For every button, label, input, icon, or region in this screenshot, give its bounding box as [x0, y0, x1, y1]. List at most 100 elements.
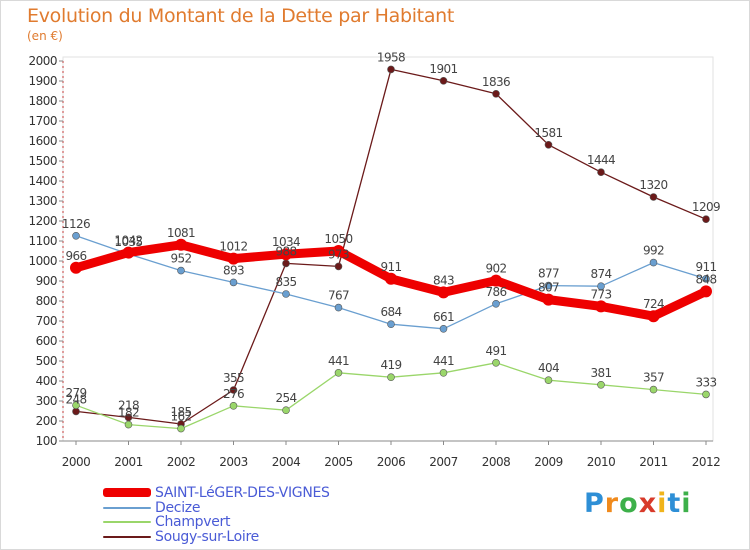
data-point: [387, 373, 395, 382]
x-tick-label: 2004: [272, 455, 301, 469]
logo-letter: P: [584, 488, 605, 519]
data-label: 1126: [62, 217, 90, 231]
y-tick-label: 1500: [28, 154, 57, 168]
y-tick-label: 1400: [28, 174, 57, 188]
data-label: 1081: [167, 226, 195, 240]
data-point: [229, 401, 238, 410]
y-tick-label: 200: [36, 414, 57, 428]
data-label: 807: [538, 281, 559, 295]
legend-label: Decize: [155, 499, 201, 516]
data-label: 404: [538, 361, 559, 375]
legend-swatch: [103, 535, 151, 538]
data-label: 333: [695, 375, 716, 389]
data-label: 966: [65, 249, 86, 263]
data-label: 1320: [639, 178, 667, 192]
data-point: [334, 262, 343, 271]
y-tick-label: 1300: [28, 194, 57, 208]
data-label: 952: [170, 252, 191, 266]
y-tick-label: 300: [36, 394, 57, 408]
data-label: 992: [643, 244, 664, 258]
data-point: [334, 303, 343, 312]
y-tick-label: 800: [36, 294, 57, 308]
data-point: [72, 232, 80, 240]
data-label: 1050: [324, 232, 352, 246]
data-point: [597, 168, 605, 176]
data-point: [122, 246, 135, 259]
data-label: 911: [695, 260, 716, 274]
data-point: [544, 281, 553, 290]
data-label: 279: [65, 386, 86, 400]
data-label: 357: [643, 371, 664, 385]
data-label: 988: [275, 244, 296, 258]
x-tick-label: 2007: [429, 455, 458, 469]
data-label: 182: [118, 406, 139, 420]
y-tick-label: 100: [36, 434, 57, 448]
data-point: [544, 141, 553, 149]
data-point: [175, 238, 187, 251]
x-tick-label: 2005: [324, 455, 353, 469]
data-point: [649, 385, 658, 394]
x-tick-label: 2001: [114, 455, 143, 469]
data-point: [492, 90, 500, 98]
logo-letter: t: [667, 488, 682, 519]
data-label: 1042: [114, 234, 142, 248]
y-tick-label: 1700: [28, 114, 57, 128]
data-label: 661: [433, 310, 454, 324]
logo-letter: r: [604, 488, 620, 519]
data-point: [282, 259, 290, 268]
y-tick-label: 1600: [28, 134, 57, 148]
legend-label: SAINT-LéGER-DES-VIGNES: [155, 485, 330, 501]
data-label: 254: [275, 391, 296, 405]
y-tick-label: 1200: [28, 214, 57, 228]
data-label: 893: [223, 263, 244, 277]
y-tick-label: 500: [36, 354, 57, 368]
data-point: [542, 293, 555, 306]
data-point: [492, 358, 500, 367]
legend-swatch: [103, 521, 151, 523]
data-label: 786: [485, 285, 506, 299]
y-tick-label: 600: [36, 334, 57, 348]
x-tick-label: 2008: [482, 455, 511, 469]
x-tick-label: 2003: [219, 455, 248, 469]
x-tick-label: 2011: [639, 455, 668, 469]
logo-letter: o: [619, 488, 639, 519]
data-label: 1958: [377, 50, 405, 64]
data-label: 1209: [692, 200, 720, 214]
data-label: 441: [433, 354, 454, 368]
legend-swatch: [103, 506, 151, 509]
data-point: [387, 320, 395, 329]
data-label: 355: [223, 371, 244, 385]
data-point: [439, 77, 448, 85]
chart-unit-label: (en €): [27, 29, 63, 43]
data-point: [227, 252, 240, 265]
y-tick-label: 1800: [28, 94, 57, 108]
y-tick-label: 1100: [28, 234, 57, 248]
data-label: 1581: [534, 126, 562, 140]
data-point: [72, 401, 80, 410]
data-label: 1444: [587, 153, 615, 167]
data-point: [282, 406, 290, 415]
data-point: [700, 285, 712, 298]
data-point: [595, 300, 607, 313]
data-point: [702, 274, 710, 283]
y-tick-label: 2000: [28, 54, 57, 68]
data-point: [334, 368, 343, 377]
data-label: 381: [590, 366, 611, 380]
y-tick-label: 1000: [28, 254, 57, 268]
data-label: 767: [328, 289, 349, 303]
data-point: [282, 290, 290, 298]
data-point: [124, 420, 133, 429]
data-label: 1035: [114, 235, 142, 249]
data-label: 848: [695, 272, 716, 286]
x-tick-label: 2009: [534, 455, 563, 469]
data-point: [649, 193, 658, 201]
data-label: 874: [590, 267, 611, 281]
data-point: [177, 266, 185, 275]
data-label: 185: [170, 405, 191, 419]
y-tick-label: 700: [36, 314, 57, 328]
data-label: 973: [328, 247, 349, 261]
data-point: [490, 274, 502, 287]
data-label: 1836: [482, 75, 510, 89]
data-point: [544, 376, 553, 385]
